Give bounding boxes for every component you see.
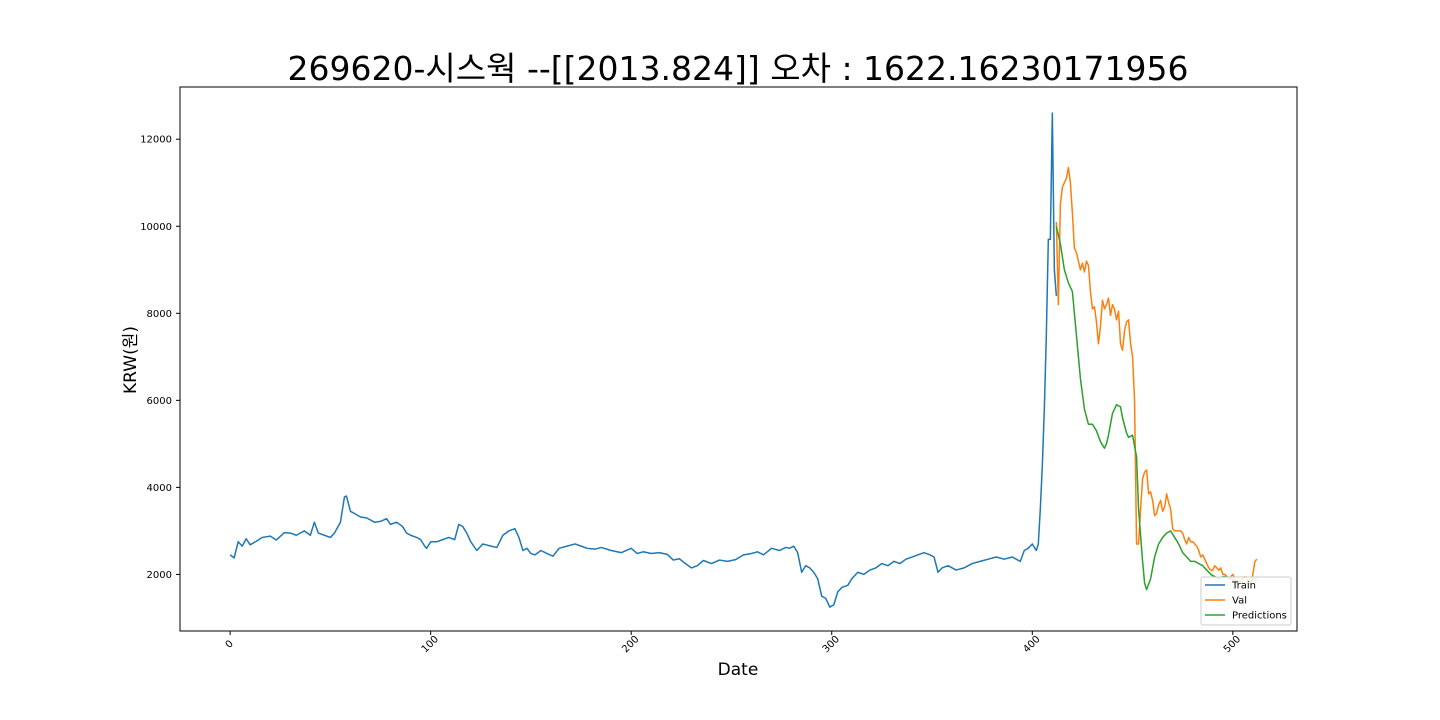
y-tick-label: 4000	[147, 483, 172, 494]
y-axis-label: KRW(원)	[121, 326, 141, 394]
legend: Train Val Predictions	[1200, 576, 1292, 626]
y-tick-label: 12000	[140, 135, 172, 146]
chart-title: 269620-시스웍 --[[2013.824]] 오차 : 1622.1623…	[288, 49, 1189, 88]
legend-label-train: Train	[1231, 581, 1256, 592]
plot-area	[179, 86, 1298, 632]
series-line-val	[1055, 166, 1258, 584]
x-tick-label: 300	[821, 634, 842, 655]
x-tick-label: 200	[620, 634, 641, 655]
plot-frame	[179, 86, 1298, 632]
series-line-train	[229, 112, 1058, 608]
y-axis: 2000 4000 6000 8000 10000 12000	[140, 135, 180, 581]
x-axis: 0 100 200 300 400 500	[224, 631, 1243, 655]
legend-box	[1200, 576, 1292, 626]
y-tick-label: 8000	[147, 309, 172, 320]
y-tick-label: 6000	[147, 396, 172, 407]
x-tick-label: 0	[224, 639, 236, 651]
legend-items: Train Val Predictions	[1205, 581, 1287, 622]
x-tick-label: 400	[1021, 634, 1042, 655]
y-tick-label: 2000	[147, 570, 172, 581]
legend-label-predictions: Predictions	[1232, 611, 1287, 622]
series-layer	[229, 112, 1258, 608]
y-tick-label: 10000	[140, 222, 172, 233]
series-line-predictions	[1055, 226, 1257, 591]
x-axis-label: Date	[718, 660, 759, 680]
x-tick-label: 100	[420, 634, 441, 655]
x-tick-label: 500	[1222, 634, 1243, 655]
legend-label-val: Val	[1232, 596, 1247, 607]
